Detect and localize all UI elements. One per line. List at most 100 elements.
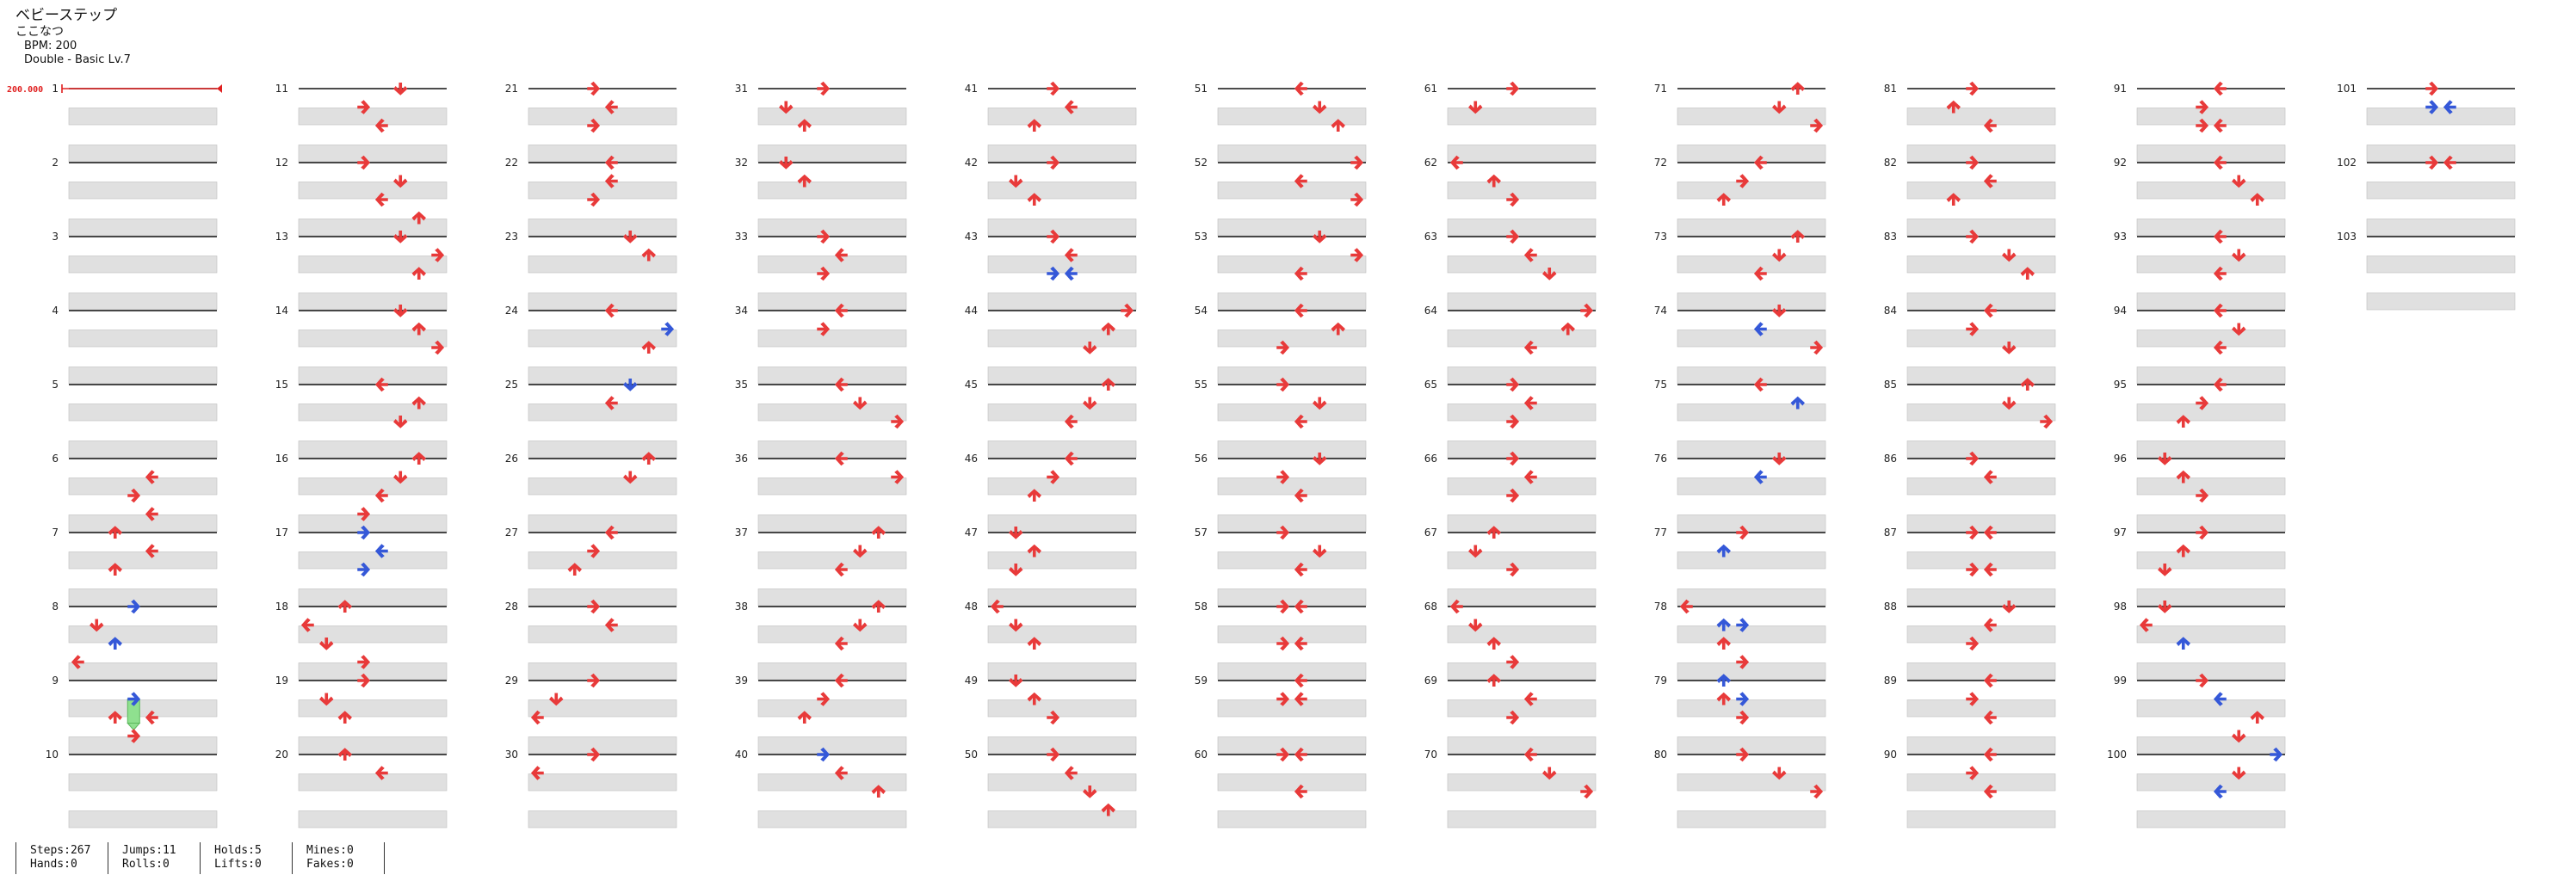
beat-row [528,810,677,829]
bpm-marker-end-icon [217,84,222,93]
beat-row [1217,588,1367,607]
measure: 86 [1884,451,2056,533]
measure-number: 46 [965,453,978,465]
beat-row [68,477,218,496]
right-arrow-icon [357,155,371,170]
measure-number: 15 [275,379,288,391]
measure-number: 80 [1654,749,1667,761]
right-arrow-icon [817,322,831,336]
measure-number: 83 [1884,231,1897,243]
right-arrow-icon [1810,340,1824,355]
left-arrow-icon [145,710,158,725]
measure-number: 59 [1195,675,1208,687]
chart-difficulty: Double - Basic Lv.7 [24,52,131,66]
beat-row [528,108,677,126]
measure-number: 67 [1424,527,1437,539]
right-arrow-icon [1047,155,1060,170]
measure-number: 73 [1654,231,1667,243]
beat-row [987,514,1137,533]
left-arrow-icon [2139,618,2153,632]
measure: 31 [735,81,907,163]
left-arrow-icon [145,507,158,521]
right-arrow-icon [1047,81,1060,96]
measure: 22 [505,155,677,237]
measure-number: 34 [735,305,748,317]
measure: 93 [2114,229,2286,311]
measure-number: 9 [52,675,59,687]
right-arrow-icon [1276,470,1290,484]
beat-row [1677,108,1826,126]
beat-row [1447,514,1597,533]
beat-row [757,514,907,533]
right-arrow-icon [2196,396,2209,410]
beat-row [298,477,448,496]
beat-row [1447,440,1597,459]
up-arrow-icon [1027,692,1041,705]
measure: 48 [965,599,1137,681]
beat-row [987,477,1137,496]
measure-number: 93 [2114,231,2127,243]
measure-number: 30 [505,749,518,761]
measure-number: 38 [735,601,748,613]
right-arrow-icon [1506,377,1520,392]
measure: 58 [1195,599,1367,681]
down-arrow-icon [779,101,794,114]
up-arrow-icon [1027,193,1041,206]
left-arrow-icon [604,100,618,114]
beat-row [1447,625,1597,644]
beat-row [2136,551,2286,570]
measure-number: 13 [275,231,288,243]
stat-rolls: Rolls:0 [122,858,170,872]
left-arrow-icon [2213,118,2227,133]
beat-row [2136,588,2286,607]
left-arrow-icon [604,174,618,188]
right-arrow-icon [1047,229,1060,244]
beat-row [757,108,907,126]
measure: 96 [2114,453,2286,533]
left-arrow-icon [2443,155,2456,170]
measure-number: 54 [1195,305,1208,317]
stats-steps-hands: Steps:267 Hands:0 [15,842,108,874]
right-arrow-icon [891,414,905,429]
beat-row [1677,699,1826,718]
left-arrow-icon [1983,303,1997,318]
left-arrow-icon [1294,266,1307,281]
measure-number: 75 [1654,379,1667,391]
measure: 100 [2107,747,2286,829]
beat-row [1906,514,2056,533]
beat-row [757,219,907,237]
beat-row [1677,330,1826,348]
down-arrow-icon [393,471,408,484]
measure: 39 [735,673,907,755]
song-title: ベビーステップ [15,7,118,24]
measure-number: 70 [1424,749,1437,761]
beat-row [68,404,218,422]
right-arrow-icon [1506,451,1520,466]
left-arrow-icon [1983,673,1997,688]
song-header: ベビーステップ ここなつ BPM: 200 Double - Basic Lv.… [15,7,131,67]
beat-row [1677,736,1826,755]
measure-number: 68 [1424,601,1437,613]
left-arrow-icon [1753,155,1767,170]
stats-bar: Steps:267 Hands:0 Jumps:11 Rolls:0 Holds… [15,842,385,874]
beat-row [1217,219,1367,237]
beat-row [2136,108,2286,126]
beat-row [757,293,907,311]
measure: 5 [52,379,218,459]
beat-row [298,736,448,755]
beat-row [1447,293,1597,311]
beat-row [2366,219,2516,237]
left-arrow-icon [1983,747,1997,762]
up-arrow-icon [871,600,886,613]
measure: 51 [1195,81,1367,163]
down-arrow-icon [549,693,564,706]
down-arrow-icon [393,83,408,95]
measure: 49 [965,675,1137,755]
beat-row [757,588,907,607]
measure-number: 40 [735,749,748,761]
measure: 8 [52,599,218,681]
right-arrow-icon [2040,414,2054,429]
left-arrow-icon [834,303,848,318]
down-arrow-icon [853,545,868,558]
measure-number: 5 [52,379,59,391]
